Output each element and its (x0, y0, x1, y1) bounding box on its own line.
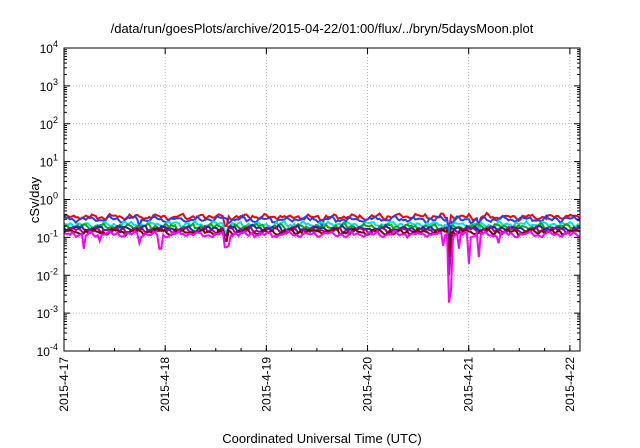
y-tick-label: 10-2 (37, 266, 58, 283)
y-tick-label: 101 (40, 153, 58, 170)
y-axis-label: cSv/day (27, 176, 42, 223)
y-tick-label: 10-1 (37, 228, 58, 245)
x-axis-label: Coordinated Universal Time (UTC) (222, 431, 421, 446)
tick-layer: 10-4 10-3 10-2 10-1 100 101 102 103 104 2015-4-17… (37, 39, 580, 412)
x-tick-label: 2015-4-19 (259, 357, 273, 412)
series-layer (63, 211, 581, 303)
x-tick-label: 2015-4-18 (158, 357, 172, 412)
series-line (63, 213, 580, 235)
series-line (63, 211, 581, 231)
x-tick-label: 2015-4-20 (361, 357, 375, 412)
y-tick-label: 10-3 (37, 304, 58, 321)
y-tick-label: 102 (40, 115, 58, 132)
chart-title: /data/run/goesPlots/archive/2015-04-22/0… (111, 21, 534, 36)
y-tick-label: 103 (40, 77, 58, 94)
y-tick-label: 10-4 (37, 342, 58, 359)
x-tick-label: 2015-4-21 (462, 357, 476, 412)
grid-layer (63, 48, 580, 351)
series-line (63, 224, 581, 276)
x-tick-label: 2015-4-17 (57, 357, 71, 412)
y-tick-label: 104 (40, 39, 58, 56)
x-tick-label: 2015-4-22 (563, 357, 577, 412)
series-line (63, 229, 581, 303)
y-tick-label: 100 (40, 191, 58, 208)
